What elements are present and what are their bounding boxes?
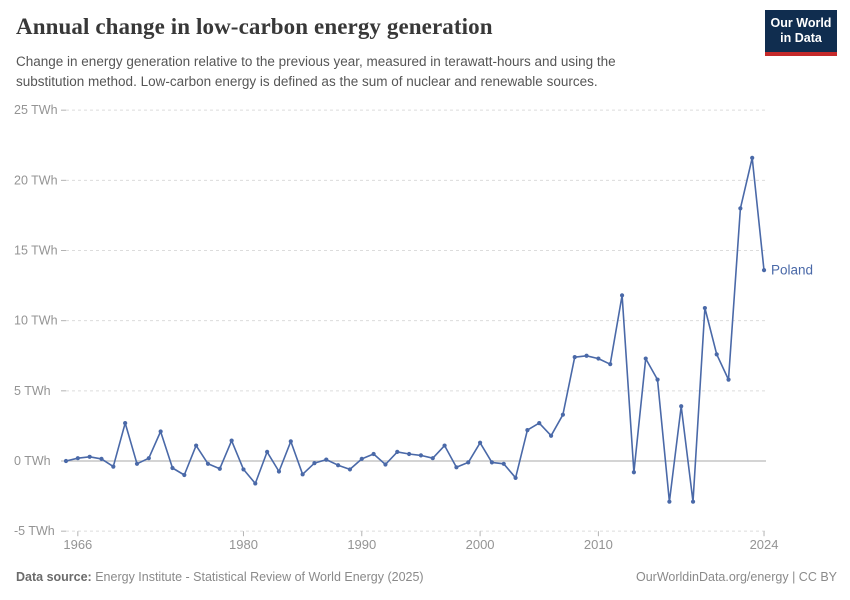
data-point-1993 xyxy=(395,449,400,454)
data-line-poland xyxy=(65,157,765,503)
data-point-1970 xyxy=(123,421,128,426)
data-point-2003 xyxy=(513,475,518,480)
data-point-1984 xyxy=(288,439,293,444)
data-point-1979 xyxy=(229,438,234,443)
logo-text-line2: in Data xyxy=(780,31,822,46)
x-axis-label: 2000 xyxy=(466,537,495,552)
data-point-1975 xyxy=(182,472,187,478)
data-point-2010 xyxy=(596,356,601,361)
data-point-1989 xyxy=(347,467,353,472)
x-axis-label: 2024 xyxy=(750,537,779,552)
data-point-2020 xyxy=(714,352,719,357)
x-axis-label: 1990 xyxy=(347,537,376,552)
data-point-1992 xyxy=(383,462,388,467)
x-axis-label: 1966 xyxy=(63,537,92,552)
data-point-2019 xyxy=(702,305,707,311)
data-point-2018 xyxy=(690,499,696,504)
data-point-1997 xyxy=(442,443,447,448)
series-label-poland: Poland xyxy=(771,263,813,278)
data-point-1969 xyxy=(111,464,116,469)
data-point-2008 xyxy=(572,355,577,360)
data-point-1988 xyxy=(336,463,341,468)
data-point-1974 xyxy=(170,465,175,471)
data-point-1999 xyxy=(466,460,471,465)
data-point-1996 xyxy=(430,456,435,461)
data-point-2002 xyxy=(501,461,506,466)
y-axis-label: -5 TWh xyxy=(14,524,55,538)
y-axis-label: 5 TWh xyxy=(14,384,51,398)
x-axis-label: 2010 xyxy=(584,537,613,552)
data-point-2016 xyxy=(667,499,672,504)
x-axis-label: 1980 xyxy=(229,537,258,552)
data-point-1998 xyxy=(454,465,459,470)
chart-footer: Data source: Energy Institute - Statisti… xyxy=(16,570,837,584)
data-point-1986 xyxy=(312,461,317,466)
y-axis-label: 15 TWh xyxy=(14,244,58,258)
data-point-2000 xyxy=(477,440,483,445)
owid-logo[interactable]: Our World in Data xyxy=(765,10,837,56)
data-point-1976 xyxy=(194,443,199,448)
data-point-1980 xyxy=(241,467,246,472)
data-point-1994 xyxy=(406,451,412,457)
data-point-1971 xyxy=(134,461,140,466)
owid-license-link[interactable]: OurWorldinData.org/energy | CC BY xyxy=(635,570,837,584)
data-point-2023 xyxy=(750,155,755,160)
data-source: Data source: Energy Institute - Statisti… xyxy=(16,570,424,584)
data-point-1977 xyxy=(205,461,211,466)
line-chart[interactable]: 25 TWh 20 TWh 15 TWh 10 TWh 5 TWh 0 TWh -5 TWh… xyxy=(0,0,850,565)
data-point-1968 xyxy=(99,456,104,461)
data-source-text: Energy Institute - Statistical Review of… xyxy=(91,570,424,584)
y-axis-label: 20 TWh xyxy=(14,173,58,187)
data-point-1982 xyxy=(265,449,270,454)
data-point-2014 xyxy=(643,356,648,361)
y-axis-label: 0 TWh xyxy=(14,454,51,468)
data-point-1978 xyxy=(217,466,222,471)
page-title: Annual change in low-carbon energy gener… xyxy=(16,14,493,39)
data-point-1981 xyxy=(253,481,258,486)
data-point-2011 xyxy=(608,362,613,367)
data-point-1967 xyxy=(87,454,92,459)
y-axis-label: 25 TWh xyxy=(14,103,58,117)
data-point-2009 xyxy=(584,353,589,358)
data-source-label: Data source: xyxy=(16,570,92,584)
logo-text-line1: Our World xyxy=(770,16,832,30)
data-point-1965 xyxy=(63,458,69,464)
data-point-1991 xyxy=(371,451,376,457)
data-point-2015 xyxy=(655,377,660,382)
data-point-2024 xyxy=(761,268,767,273)
data-point-2006 xyxy=(548,433,554,438)
data-point-1966 xyxy=(75,456,80,461)
data-point-2004 xyxy=(525,428,530,433)
data-point-1983 xyxy=(276,469,282,474)
data-point-2017 xyxy=(679,404,684,409)
data-point-2013 xyxy=(631,470,636,475)
data-point-2012 xyxy=(619,293,625,298)
data-point-1985 xyxy=(300,472,305,477)
data-point-1987 xyxy=(324,457,329,462)
y-axis-label: 10 TWh xyxy=(14,314,58,328)
data-point-1972 xyxy=(146,456,151,461)
data-point-1990 xyxy=(359,456,364,461)
data-point-1995 xyxy=(418,453,424,458)
data-point-2021 xyxy=(726,377,731,382)
page-subtitle: Change in energy generation relative to … xyxy=(16,54,616,89)
data-point-2022 xyxy=(738,206,743,211)
data-point-1973 xyxy=(158,429,163,434)
data-point-2007 xyxy=(560,412,566,417)
data-point-2005 xyxy=(537,421,542,426)
data-point-2001 xyxy=(489,460,495,465)
